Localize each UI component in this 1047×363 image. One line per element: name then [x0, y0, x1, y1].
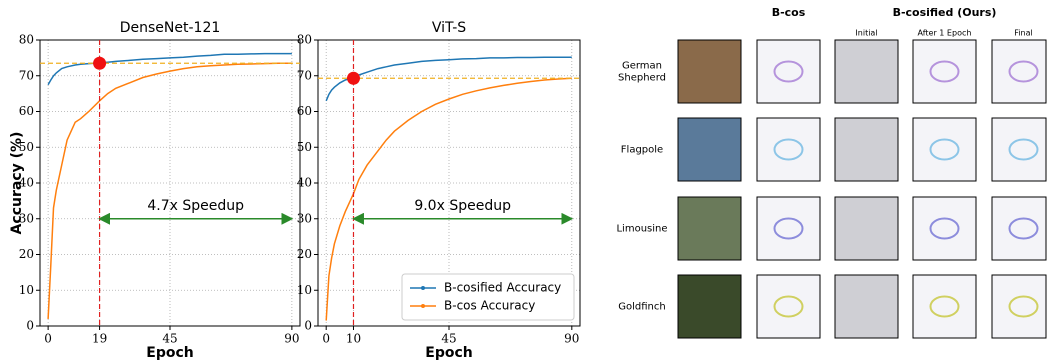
input-image [678, 275, 741, 338]
row-label: Limousine [616, 224, 667, 235]
explanation-image [913, 197, 976, 260]
y-tick-label: 40 [297, 176, 312, 190]
x-tick-label: 19 [92, 332, 107, 346]
explanation-image [913, 40, 976, 103]
x-axis-label: Epoch [146, 345, 193, 361]
chart-title: DenseNet-121 [120, 20, 221, 36]
y-tick-label: 10 [19, 283, 34, 297]
row-label: Goldfinch [618, 302, 665, 313]
y-tick-label: 80 [297, 33, 312, 47]
y-tick-label: 80 [19, 33, 34, 47]
x-tick-label: 10 [346, 332, 361, 346]
explanation-image [913, 275, 976, 338]
speedup-label: 9.0x Speedup [414, 198, 511, 214]
explanation-image [835, 197, 898, 260]
explanation-image [835, 118, 898, 181]
column-subheader: Final [1014, 29, 1032, 38]
input-image [678, 40, 741, 103]
explanation-image [757, 275, 820, 338]
y-tick-label: 30 [297, 211, 312, 225]
legend-label: B-cos Accuracy [444, 299, 535, 313]
input-image [678, 197, 741, 260]
x-tick-label: 0 [44, 332, 52, 346]
input-image [678, 118, 741, 181]
column-header: B-cosified (Ours) [893, 6, 997, 19]
x-tick-label: 45 [162, 332, 177, 346]
column-subheader: Initial [855, 29, 877, 38]
x-tick-label: 0 [322, 332, 330, 346]
y-tick-label: 20 [19, 247, 34, 261]
speedup-label: 4.7x Speedup [147, 198, 244, 214]
explanation-image [757, 118, 820, 181]
reference-point [347, 72, 360, 85]
y-axis-label: Accuracy (%) [9, 132, 25, 235]
explanation-image [913, 118, 976, 181]
explanation-image [757, 197, 820, 260]
y-tick-label: 10 [297, 283, 312, 297]
y-tick-label: 0 [26, 319, 34, 333]
row-label: Flagpole [621, 145, 663, 156]
y-tick-label: 70 [297, 68, 312, 82]
y-tick-label: 0 [304, 319, 312, 333]
y-tick-label: 20 [297, 247, 312, 261]
explanation-image [835, 40, 898, 103]
reference-point [93, 57, 106, 70]
x-tick-label: 90 [564, 332, 579, 346]
legend-swatch-marker [421, 304, 425, 308]
x-axis-label: Epoch [425, 345, 472, 361]
y-tick-label: 60 [19, 104, 34, 118]
series-line [48, 54, 292, 85]
figure: DenseNet-121 0 10 20 30 40 50 60 70 80 0 19 45 90 Epoc… [0, 0, 1047, 363]
y-tick-label: 60 [297, 104, 312, 118]
chart-title: ViT-S [432, 20, 466, 36]
y-tick-label: 50 [297, 140, 312, 154]
explanation-image [757, 40, 820, 103]
legend-label: B-cosified Accuracy [444, 281, 561, 295]
y-tick-label: 70 [19, 68, 34, 82]
legend-swatch-marker [421, 286, 425, 290]
x-tick-label: 90 [284, 332, 299, 346]
column-subheader: After 1 Epoch [918, 29, 972, 38]
explanation-image [835, 275, 898, 338]
x-tick-label: 45 [441, 332, 456, 346]
column-header: B-cos [772, 6, 806, 19]
